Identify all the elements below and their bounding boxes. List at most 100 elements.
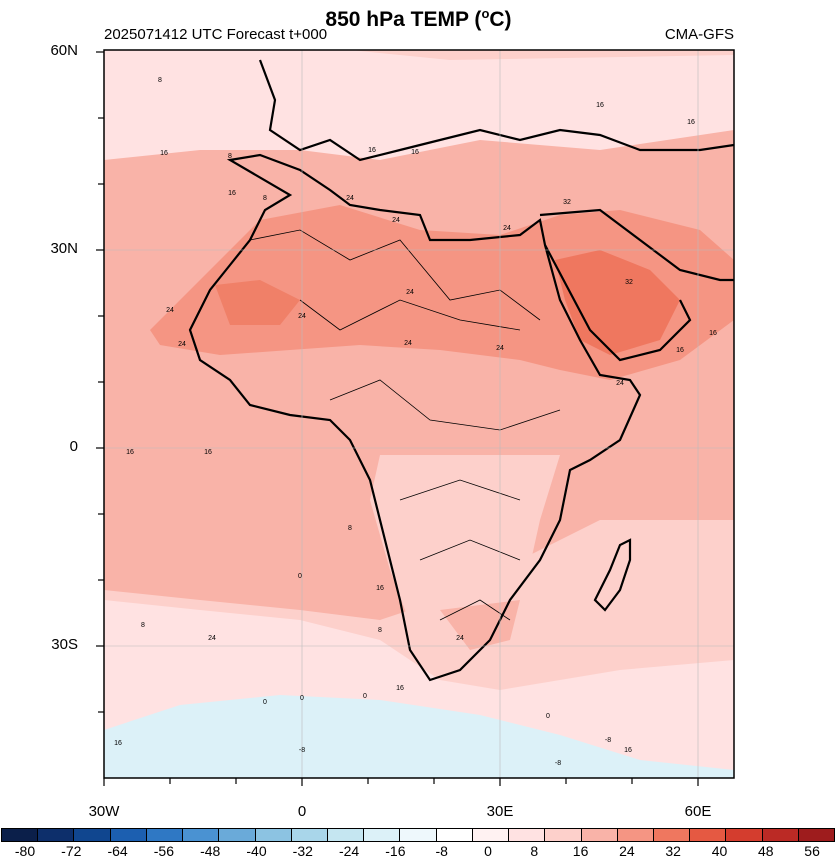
contour-label: 8 <box>158 77 162 84</box>
contour-label: 32 <box>563 199 571 206</box>
contour-label: 16 <box>596 102 604 109</box>
colorbar-swatch <box>183 829 220 841</box>
colorbar-swatch <box>38 829 75 841</box>
colorbar-tick-label: 16 <box>572 843 589 859</box>
contour-label: 24 <box>406 289 414 296</box>
contour-label: 0 <box>298 573 302 580</box>
colorbar-tick-label: 48 <box>758 843 774 859</box>
contour-label: 0 <box>546 713 550 720</box>
contour-label: 24 <box>208 635 216 642</box>
colorbar-tick-label: -8 <box>435 843 448 859</box>
colorbar-swatch <box>110 829 147 841</box>
contour-label: 0 <box>263 699 267 706</box>
title-unit: C) <box>489 8 512 31</box>
contour-label: 16 <box>687 119 695 126</box>
colorbar-swatch <box>327 829 365 841</box>
graticule <box>104 50 734 778</box>
degree-symbol: o <box>481 6 490 21</box>
axis-ticks <box>96 51 699 786</box>
band-32-sahara-west <box>215 280 300 325</box>
contour-label: 24 <box>496 345 504 352</box>
colorbar-tick-label: -48 <box>200 843 221 859</box>
lat-label-60n: 60N <box>50 42 78 59</box>
madagascar <box>593 538 632 612</box>
contour-label: 24 <box>503 225 511 232</box>
colorbar-swatch <box>2 829 39 841</box>
contour-label: 8 <box>263 195 267 202</box>
contour-label: 16 <box>396 685 404 692</box>
colorbar-tick-label: 40 <box>711 843 728 859</box>
band-0-8-north <box>104 50 734 160</box>
contour-label: 24 <box>178 341 186 348</box>
run-info: 2025071412 UTC Forecast t+000 <box>104 26 328 43</box>
contour-label: 16 <box>126 449 134 456</box>
colorbar-swatch <box>509 829 546 841</box>
colorbar-tick-label: 0 <box>484 843 492 859</box>
africa-coast <box>188 153 642 682</box>
title-text: 850 hPa TEMP ( <box>325 8 482 31</box>
contour-label: 8 <box>141 622 145 629</box>
plot-frame <box>103 49 735 779</box>
contour-label: -8 <box>605 737 611 744</box>
contour-label: 24 <box>166 307 174 314</box>
lon-label-30e: 30E <box>486 803 514 820</box>
colorbar-tick-label: -16 <box>385 843 406 859</box>
contour-label: -8 <box>299 747 305 754</box>
colorbar-swatch <box>472 829 510 841</box>
map-title: 850 hPa TEMP (oC) <box>0 0 837 34</box>
colorbar-swatch <box>364 829 401 841</box>
europe-coast <box>258 59 734 162</box>
colorbar-swatch <box>400 829 437 841</box>
colorbar-swatch <box>255 829 292 841</box>
colorbar-tick-label: -72 <box>61 843 82 859</box>
lon-label-0: 0 <box>297 803 307 820</box>
colorbar-swatch <box>617 829 654 841</box>
contour-label: 8 <box>348 525 352 532</box>
colorbar-tick-label: 24 <box>619 843 635 859</box>
colorbar-swatch <box>436 829 473 841</box>
contour-label: 0 <box>300 695 304 702</box>
country-borders <box>249 229 561 621</box>
contour-label: 16 <box>709 330 717 337</box>
colorbar-tick-label: -64 <box>107 843 128 859</box>
contour-label: 32 <box>625 279 633 286</box>
contour-label: 24 <box>456 635 464 642</box>
colorbar-swatch <box>291 829 328 841</box>
colorbar-tick-label: 56 <box>804 843 820 859</box>
contour-label: 24 <box>346 195 354 202</box>
contour-label: 24 <box>616 380 624 387</box>
colorbar-tick-label: 8 <box>530 843 539 859</box>
colorbar-swatch <box>690 829 727 841</box>
lat-label-eq: 0 <box>69 438 78 455</box>
coastlines <box>188 59 734 682</box>
temperature-field <box>104 50 734 778</box>
band-32-40-arabia <box>555 250 680 355</box>
borders <box>249 229 561 621</box>
colorbar-tick-label: -56 <box>153 843 175 859</box>
colorbar-swatch <box>762 829 799 841</box>
contour-label: 16 <box>676 347 684 354</box>
band-below-0 <box>104 695 734 778</box>
contour-label: 16 <box>204 449 212 456</box>
contour-label: -8 <box>555 760 561 767</box>
colorbar-swatch <box>146 829 184 841</box>
contour-label: 16 <box>160 150 168 157</box>
model-name: CMA-GFS <box>664 26 734 43</box>
contour-label: 8 <box>378 627 382 634</box>
colorbar-tick-label: -24 <box>338 843 360 859</box>
lon-label-60e: 60E <box>684 803 712 820</box>
contour-label: 16 <box>376 585 384 592</box>
contour-label-layer: 8 8 8 16 16 16 16 16 24 24 24 24 24 24 24 24 24 24 32 32 16 1… <box>114 77 717 767</box>
contour-label: 24 <box>298 313 306 320</box>
lon-label-30w: 30W <box>88 803 120 820</box>
lat-label-30n: 30N <box>50 240 78 257</box>
contour-label: 16 <box>114 740 122 747</box>
colorbar-tick-label: 32 <box>665 843 681 859</box>
colorbar-swatch <box>74 829 111 841</box>
colorbar-tick-label: -32 <box>292 843 313 859</box>
contour-label: 8 <box>228 153 232 160</box>
contour-label: 16 <box>228 190 236 197</box>
colorbar-tick-label: -40 <box>246 843 267 859</box>
contour-label: 16 <box>411 149 419 156</box>
